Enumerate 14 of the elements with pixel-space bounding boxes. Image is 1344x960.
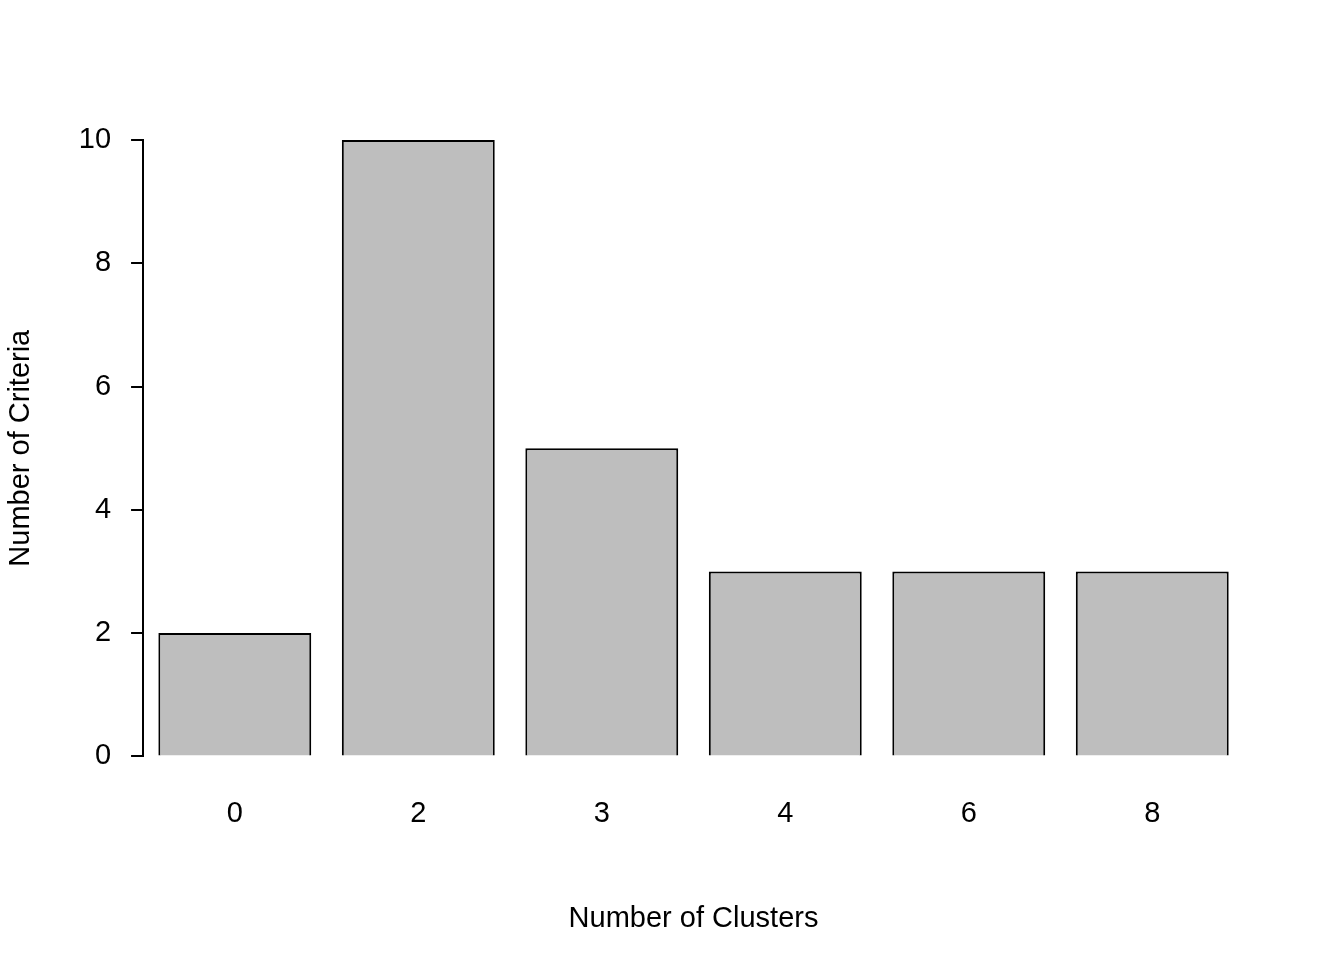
y-tick-label: 6 bbox=[94, 368, 112, 401]
x-tick-label: 6 bbox=[960, 795, 977, 828]
x-tick-label: 0 bbox=[226, 795, 243, 828]
x-tick-label: 2 bbox=[410, 795, 427, 828]
y-tick-label: 4 bbox=[94, 491, 112, 524]
y-tick-label: 0 bbox=[94, 738, 112, 771]
y-tick-label: 8 bbox=[94, 245, 112, 278]
x-tick-label: 8 bbox=[1144, 795, 1161, 828]
y-tick-label: 2 bbox=[94, 615, 112, 648]
y-tick-label: 10 bbox=[78, 122, 112, 154]
x-tick-label: 4 bbox=[777, 795, 794, 828]
y-axis-title: Number of Criteria bbox=[3, 328, 36, 567]
x-tick-label: 3 bbox=[593, 795, 610, 828]
x-axis-title: Number of Clusters bbox=[568, 900, 819, 933]
